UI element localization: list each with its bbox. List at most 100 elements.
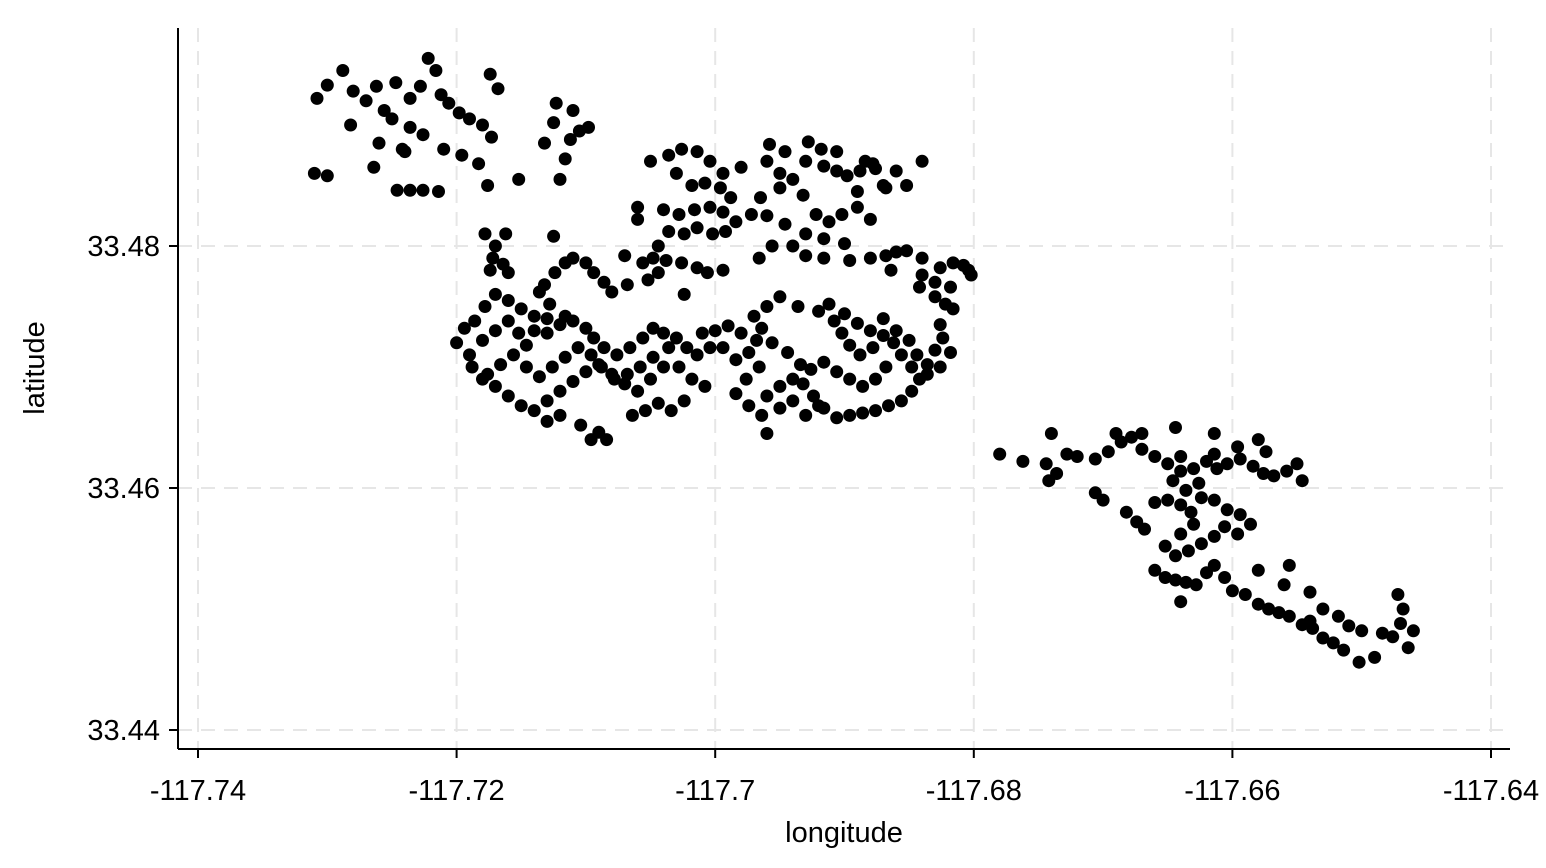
data-point xyxy=(900,244,914,258)
data-point xyxy=(796,188,810,202)
data-point xyxy=(734,326,748,340)
data-point xyxy=(879,360,893,374)
data-point xyxy=(587,331,601,345)
data-point xyxy=(582,120,595,134)
data-point xyxy=(1161,493,1175,507)
data-point xyxy=(1101,445,1115,459)
tick-marks xyxy=(169,245,1492,758)
data-point xyxy=(545,360,559,374)
data-point xyxy=(933,318,947,332)
data-point xyxy=(488,379,502,393)
data-point xyxy=(429,64,443,77)
data-point xyxy=(1218,520,1232,534)
data-point xyxy=(850,200,864,214)
data-point xyxy=(1303,614,1317,628)
y-tick-label: 33.44 xyxy=(87,715,160,747)
data-point xyxy=(501,266,515,280)
data-point xyxy=(905,360,919,374)
data-point xyxy=(700,266,714,280)
data-point xyxy=(817,159,831,173)
data-point xyxy=(607,372,621,386)
data-point xyxy=(1148,450,1162,463)
data-point xyxy=(817,232,831,246)
data-point xyxy=(450,336,464,350)
data-point xyxy=(486,251,500,265)
data-point xyxy=(708,324,722,338)
data-point xyxy=(838,237,851,251)
data-point xyxy=(778,145,792,159)
data-point xyxy=(887,336,901,350)
data-point xyxy=(501,294,515,307)
data-point xyxy=(760,427,774,440)
x-tick-label: -117.64 xyxy=(1443,775,1539,807)
data-point xyxy=(457,321,471,335)
data-point xyxy=(915,251,929,265)
data-point xyxy=(827,314,841,328)
data-point xyxy=(869,162,882,176)
data-point xyxy=(359,94,373,108)
data-point xyxy=(485,130,498,144)
data-point xyxy=(1174,527,1188,541)
data-point xyxy=(416,128,430,142)
data-point xyxy=(465,360,479,374)
data-point xyxy=(869,404,882,418)
data-point xyxy=(1375,626,1389,640)
data-point xyxy=(1233,452,1247,466)
data-point xyxy=(579,256,593,270)
data-point xyxy=(662,225,676,238)
x-tick-label: -117.7 xyxy=(675,775,755,807)
data-point xyxy=(786,372,800,386)
data-point xyxy=(1161,457,1175,471)
data-point xyxy=(644,154,657,168)
data-point xyxy=(1386,630,1400,644)
data-point xyxy=(638,404,652,418)
data-point xyxy=(553,408,567,422)
data-point xyxy=(763,137,776,151)
data-point xyxy=(478,227,492,241)
data-point xyxy=(1174,450,1188,463)
data-point xyxy=(677,394,691,408)
data-point xyxy=(336,64,350,77)
data-point xyxy=(695,326,709,340)
data-point xyxy=(843,408,857,422)
data-point xyxy=(1352,655,1366,669)
data-point xyxy=(540,394,554,408)
data-point xyxy=(879,249,893,263)
data-point xyxy=(1194,537,1208,551)
data-point xyxy=(915,268,929,282)
data-point xyxy=(902,333,916,347)
data-point xyxy=(773,379,787,393)
data-point xyxy=(538,136,551,150)
data-point xyxy=(625,408,639,422)
data-point xyxy=(1331,609,1345,623)
data-point xyxy=(442,96,456,110)
data-point xyxy=(1401,641,1415,655)
data-point xyxy=(799,249,813,263)
data-point xyxy=(1406,624,1420,638)
data-point xyxy=(664,404,678,418)
data-point xyxy=(507,348,520,362)
data-point xyxy=(476,118,489,132)
data-point xyxy=(830,145,844,159)
data-point xyxy=(1233,508,1247,522)
data-point xyxy=(936,331,950,345)
data-point xyxy=(512,326,526,340)
data-point xyxy=(1187,462,1201,476)
data-point xyxy=(514,399,528,413)
data-point xyxy=(553,384,567,398)
data-point xyxy=(690,221,704,235)
data-point xyxy=(579,365,593,379)
data-point xyxy=(716,205,730,219)
data-point xyxy=(662,148,676,162)
data-point xyxy=(1207,447,1221,461)
data-point xyxy=(1042,474,1056,488)
data-point xyxy=(814,142,828,156)
data-point xyxy=(838,307,851,321)
data-point xyxy=(796,377,810,391)
data-point xyxy=(646,350,660,364)
data-point xyxy=(563,133,577,146)
data-point xyxy=(432,185,445,198)
data-point xyxy=(310,91,324,105)
data-point xyxy=(716,263,730,277)
data-point xyxy=(1148,496,1162,509)
